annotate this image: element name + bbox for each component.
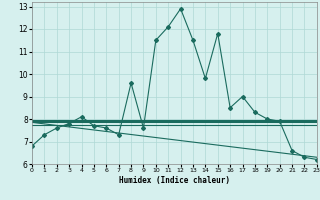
X-axis label: Humidex (Indice chaleur): Humidex (Indice chaleur)	[119, 176, 230, 185]
